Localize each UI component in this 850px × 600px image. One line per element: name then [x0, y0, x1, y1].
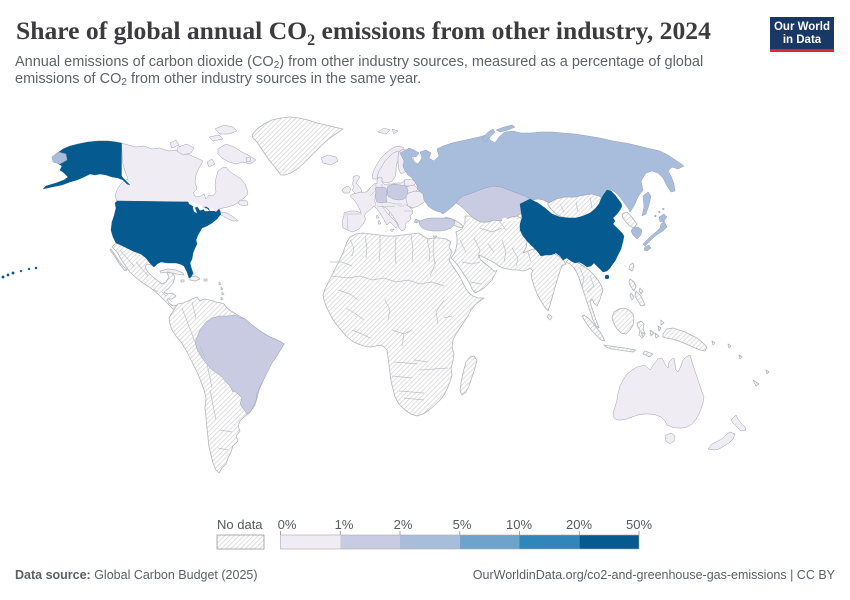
svg-text:20%: 20% — [566, 517, 592, 532]
svg-text:No data: No data — [217, 517, 263, 532]
svg-text:2%: 2% — [394, 517, 413, 532]
svg-text:1%: 1% — [335, 517, 354, 532]
svg-text:5%: 5% — [453, 517, 472, 532]
svg-text:0%: 0% — [278, 517, 297, 532]
svg-text:50%: 50% — [626, 517, 652, 532]
svg-text:10%: 10% — [506, 517, 532, 532]
